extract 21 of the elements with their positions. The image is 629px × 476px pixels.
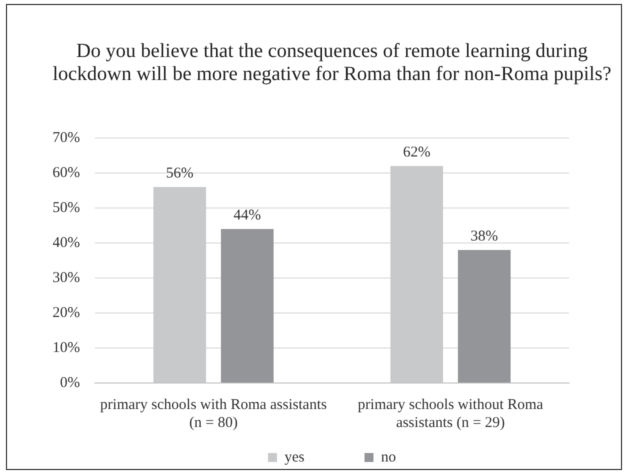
y-tick-label: 60% <box>52 164 80 181</box>
y-tick-label: 40% <box>52 234 80 251</box>
x-tick-label: primary schools with Roma assistants (n = 80) <box>100 396 327 431</box>
data-label: 62% <box>402 144 430 160</box>
legend-label: yes <box>284 449 305 466</box>
y-tick-label: 70% <box>52 130 80 146</box>
x-tick-label: primary schools without Roma assistants (n = 29) <box>358 396 544 431</box>
y-tick-label: 10% <box>52 340 80 356</box>
bar <box>390 166 444 382</box>
y-tick-label: 20% <box>52 304 80 321</box>
y-tick-label: 0% <box>60 374 80 391</box>
data-label: 56% <box>166 165 194 182</box>
chart-title: Do you believe that the consequences of remote learning during lockdown will be more negative for Roma than for non-Roma pupils? <box>52 40 612 85</box>
bar <box>458 250 511 382</box>
data-label: 44% <box>234 207 262 224</box>
bar <box>153 187 206 382</box>
y-tick-label: 50% <box>52 200 80 216</box>
legend-label: no <box>381 449 396 466</box>
bar <box>220 229 274 382</box>
y-tick-label: 30% <box>52 270 80 286</box>
data-label: 38% <box>470 228 498 244</box>
